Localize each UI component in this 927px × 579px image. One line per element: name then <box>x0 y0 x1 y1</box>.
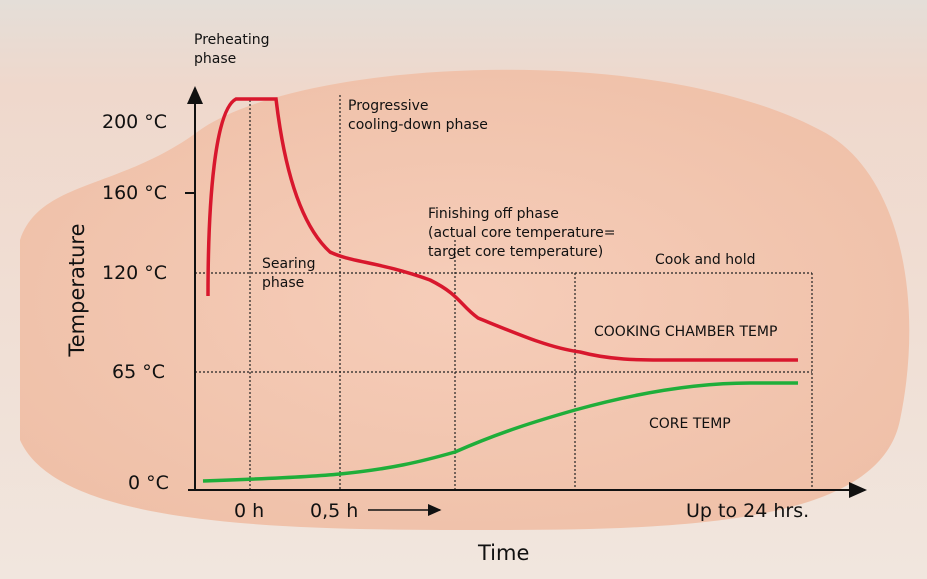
y-label: 0 °C <box>128 472 169 494</box>
x-label: Up to 24 hrs. <box>686 500 809 522</box>
y-label: 65 °C <box>112 361 165 383</box>
phase-line: cooling-down phase <box>348 117 488 133</box>
y-label: 200 °C <box>102 111 167 133</box>
phase-line: phase <box>194 51 236 67</box>
curve-label: COOKING CHAMBER TEMP <box>594 324 777 340</box>
y-title: Temperature <box>65 223 89 357</box>
x-label: 0 h <box>234 500 264 522</box>
phase-line: phase <box>262 275 304 291</box>
diagram: 200 °C 160 °C 120 °C 65 °C 0 °C 0 h 0,5 … <box>0 0 927 579</box>
phase-line: Finishing off phase <box>428 206 559 222</box>
phase-line: target core temperature) <box>428 244 603 260</box>
x-title: Time <box>477 541 529 565</box>
phase-line: Cook and hold <box>655 252 755 268</box>
x-label: 0,5 h <box>310 500 358 522</box>
phase-line: (actual core temperature= <box>428 225 616 241</box>
phase-line: Searing <box>262 256 315 272</box>
phase-line: Preheating <box>194 32 269 48</box>
phase-label: Cook and hold <box>655 252 755 268</box>
phase-line: Progressive <box>348 98 429 114</box>
curve-label: CORE TEMP <box>649 416 731 432</box>
y-label: 160 °C <box>102 182 167 204</box>
y-label: 120 °C <box>102 262 167 284</box>
